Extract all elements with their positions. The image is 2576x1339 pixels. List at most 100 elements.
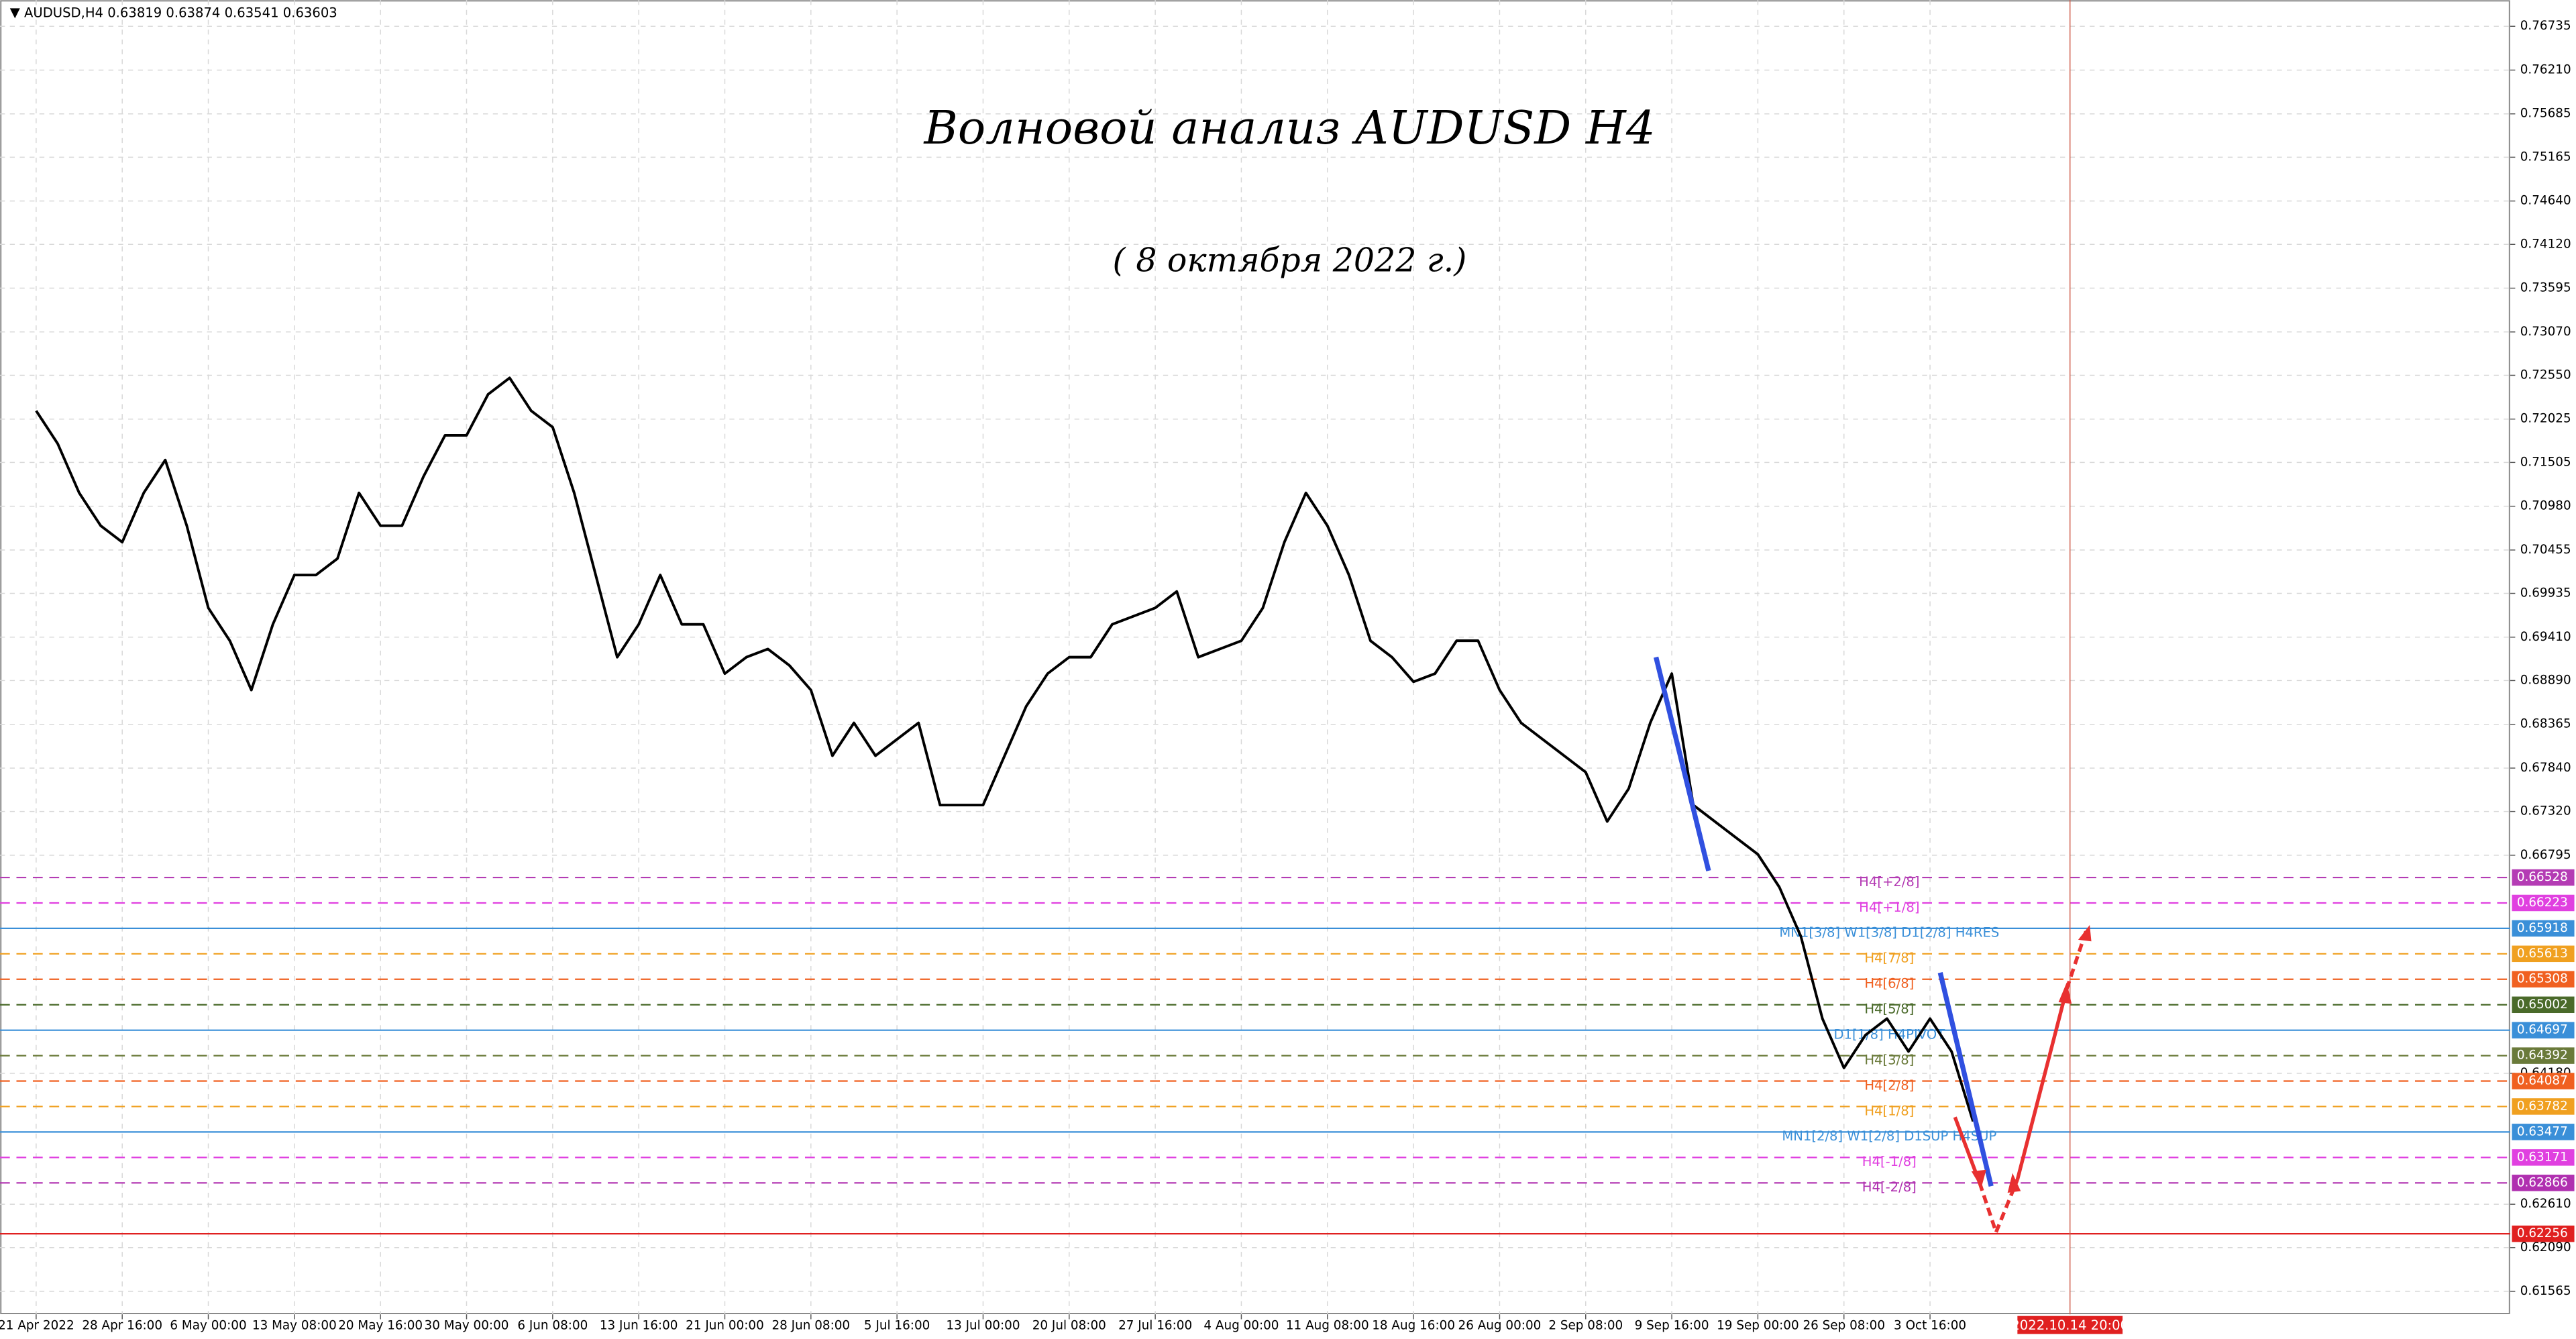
price-box bbox=[2512, 1098, 2575, 1115]
y-tick-label: 0.74120 bbox=[2520, 237, 2571, 251]
price-box-label: 0.65918 bbox=[2517, 921, 2568, 935]
price-box-label: 0.64697 bbox=[2517, 1023, 2568, 1037]
x-tick-label: 26 Sep 08:00 bbox=[1803, 1318, 1885, 1332]
y-tick-label: 0.66795 bbox=[2520, 848, 2571, 862]
x-tick-label: 5 Jul 16:00 bbox=[864, 1318, 930, 1332]
x-tick-label: 13 Jul 00:00 bbox=[946, 1318, 1020, 1332]
y-tick-label: 0.70980 bbox=[2520, 499, 2571, 513]
y-tick-label: 0.72550 bbox=[2520, 368, 2571, 382]
level-label: H4[5/8] bbox=[1864, 1002, 1914, 1017]
symbol-header: ▼ AUDUSD,H4 0.63819 0.63874 0.63541 0.63… bbox=[10, 5, 337, 20]
y-tick-label: 0.69410 bbox=[2520, 630, 2571, 644]
chart-subtitle: ( 8 октября 2022 г.) bbox=[1113, 241, 1467, 279]
cursor-label: 2022.10.14 20:00 bbox=[2011, 1318, 2129, 1333]
forecast-arrow bbox=[2015, 988, 2069, 1181]
x-tick-label: 19 Sep 00:00 bbox=[1717, 1318, 1799, 1332]
level-label: H4[3/8] bbox=[1864, 1052, 1914, 1067]
level-label: H4[-2/8] bbox=[1862, 1179, 1917, 1195]
price-box bbox=[2512, 1124, 2575, 1140]
price-box bbox=[2512, 1149, 2575, 1166]
y-tick-label: 0.75685 bbox=[2520, 107, 2571, 121]
price-box-label: 0.65613 bbox=[2517, 947, 2568, 961]
y-tick-label: 0.68890 bbox=[2520, 673, 2571, 687]
level-label: D1[1/8] H4PIVOT bbox=[1833, 1027, 1945, 1042]
arrow-head bbox=[2058, 982, 2072, 1004]
forecast-arrow bbox=[1978, 1182, 1998, 1233]
y-tick-label: 0.76735 bbox=[2520, 19, 2571, 33]
price-box-label: 0.64087 bbox=[2517, 1074, 2568, 1088]
x-tick-label: 28 Jun 08:00 bbox=[771, 1318, 850, 1332]
y-tick-label: 0.74640 bbox=[2520, 194, 2571, 208]
y-tick-label: 0.62610 bbox=[2520, 1197, 2571, 1211]
price-box-label: 0.66528 bbox=[2517, 870, 2568, 884]
x-tick-label: 20 May 16:00 bbox=[338, 1318, 423, 1332]
x-tick-label: 9 Sep 16:00 bbox=[1635, 1318, 1709, 1332]
level-label: H4[+2/8] bbox=[1859, 874, 1919, 890]
series bbox=[35, 376, 1975, 1122]
price-box bbox=[2512, 869, 2575, 886]
price-box bbox=[2512, 894, 2575, 912]
y-tick-label: 0.61565 bbox=[2520, 1284, 2571, 1298]
level-label: H4[2/8] bbox=[1864, 1077, 1914, 1093]
cursor-label-box bbox=[2017, 1316, 2123, 1334]
y-tick-label: 0.70455 bbox=[2520, 543, 2571, 557]
trend-line bbox=[1654, 656, 1711, 871]
chart-title: Волновой анализ AUDUSD H4 bbox=[922, 101, 1655, 155]
price-box bbox=[2512, 920, 2575, 937]
x-tick-label: 4 Aug 00:00 bbox=[1203, 1318, 1279, 1332]
price-box-label: 0.63171 bbox=[2517, 1150, 2568, 1164]
level-label: H4[7/8] bbox=[1864, 951, 1914, 966]
arrow-head bbox=[1971, 1169, 1986, 1188]
level-label: MN1[2/8] W1[2/8] D1SUP H4SUP bbox=[1782, 1128, 1996, 1144]
x-tick-label: 18 Aug 16:00 bbox=[1372, 1318, 1455, 1332]
price-box-label: 0.65308 bbox=[2517, 972, 2568, 986]
price-box-label: 0.63477 bbox=[2517, 1124, 2568, 1138]
price-box bbox=[2512, 1047, 2575, 1064]
x-tick-label: 13 May 08:00 bbox=[252, 1318, 337, 1332]
x-tick-label: 28 Apr 16:00 bbox=[82, 1318, 162, 1332]
price-box-label: 0.62866 bbox=[2517, 1175, 2568, 1189]
header-text: AUDUSD,H4 0.63819 0.63874 0.63541 0.6360… bbox=[24, 5, 337, 20]
arrow-head bbox=[2007, 1173, 2021, 1193]
annotations bbox=[1654, 656, 2092, 1233]
level-label: H4[6/8] bbox=[1864, 976, 1914, 992]
x-tick-label: 6 May 00:00 bbox=[170, 1318, 246, 1332]
trend-line bbox=[1937, 971, 1994, 1187]
y-tick-label: 0.73595 bbox=[2520, 281, 2571, 295]
level-label: H4[-1/8] bbox=[1862, 1154, 1917, 1169]
y-tick-label: 0.71505 bbox=[2520, 455, 2571, 469]
price-box-label: 0.64392 bbox=[2517, 1049, 2568, 1063]
y-tick-label: 0.72025 bbox=[2520, 412, 2571, 426]
price-box bbox=[2512, 996, 2575, 1014]
price-box bbox=[2512, 1073, 2575, 1089]
x-tick-label: 21 Jun 00:00 bbox=[686, 1318, 764, 1332]
price-line bbox=[35, 376, 1975, 1122]
level-label: MN1[3/8] W1[3/8] D1[2/8] H4RES bbox=[1779, 925, 1999, 941]
x-tick-label: 6 Jun 08:00 bbox=[517, 1318, 588, 1332]
price-box bbox=[2512, 945, 2575, 963]
x-tick-label: 20 Jul 08:00 bbox=[1032, 1318, 1106, 1332]
x-tick-label: 2 Sep 08:00 bbox=[1548, 1318, 1623, 1332]
levels: H4[+2/8] H4[+1/8] MN1[3/8] W1[3/8] D1[2/8]… bbox=[0, 874, 2511, 1235]
price-box-label: 0.63782 bbox=[2517, 1099, 2568, 1113]
x-tick-label: 11 Aug 08:00 bbox=[1286, 1318, 1369, 1332]
y-tick-label: 0.68365 bbox=[2520, 717, 2571, 731]
x-tick-label: 21 Apr 2022 bbox=[0, 1318, 74, 1332]
price-box bbox=[2512, 971, 2575, 987]
x-tick-label: 27 Jul 16:00 bbox=[1118, 1318, 1192, 1332]
y-tick-label: 0.75165 bbox=[2520, 150, 2571, 164]
y-tick-label: 0.67320 bbox=[2520, 804, 2571, 818]
x-tick-label: 26 Aug 00:00 bbox=[1458, 1318, 1542, 1332]
price-box bbox=[2512, 1175, 2575, 1191]
price-box-label: 0.66223 bbox=[2517, 896, 2568, 910]
arrow-head bbox=[2078, 924, 2092, 942]
x-tick-label: 30 May 00:00 bbox=[425, 1318, 509, 1332]
y-tick-label: 0.69935 bbox=[2520, 586, 2571, 600]
y-tick-label: 0.67840 bbox=[2520, 761, 2571, 775]
price-box bbox=[2512, 1225, 2575, 1242]
y-tick-label: 0.73070 bbox=[2520, 325, 2571, 339]
grid bbox=[0, 0, 2511, 1315]
